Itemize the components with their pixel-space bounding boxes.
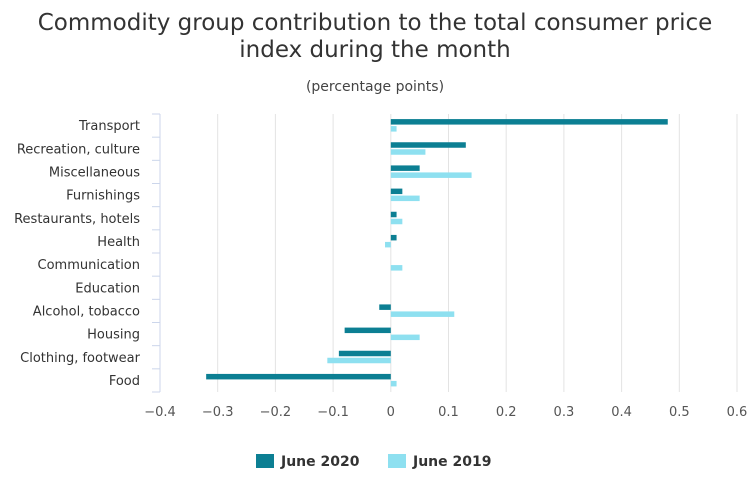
category-label: Restaurants, hotels bbox=[14, 212, 140, 227]
category-labels: Transport Recreation, culture Miscellaneou… bbox=[14, 119, 141, 389]
legend-swatch-series-1 bbox=[256, 454, 274, 468]
category-label: Health bbox=[97, 235, 140, 250]
x-tick-label: 0.3 bbox=[554, 405, 575, 420]
chart-title-line-1: Commodity group contribution to the tota… bbox=[38, 10, 713, 36]
bar-series-1 bbox=[390, 211, 397, 218]
x-tick-label: 0.6 bbox=[727, 405, 748, 420]
category-axis bbox=[152, 113, 161, 393]
category-label: Transport bbox=[78, 119, 140, 134]
bar-series-2 bbox=[390, 265, 403, 271]
bar-series-1 bbox=[206, 373, 391, 380]
bar-series-1 bbox=[338, 350, 391, 357]
bar-series-1 bbox=[390, 142, 466, 148]
category-label: Food bbox=[109, 374, 140, 389]
x-tick-labels: −0.4 −0.3 −0.2 −0.1 0 0.1 0.2 0.3 0.4 0.5 0.6 bbox=[144, 405, 747, 420]
legend: June 2020 June 2019 bbox=[256, 454, 491, 470]
bar-series-2 bbox=[390, 149, 426, 155]
chart-title-line-2: index during the month bbox=[239, 37, 510, 63]
gridlines bbox=[217, 114, 738, 392]
bar-series-2 bbox=[327, 357, 391, 364]
category-label: Education bbox=[75, 281, 140, 296]
category-label: Recreation, culture bbox=[17, 142, 140, 157]
category-label: Communication bbox=[38, 258, 140, 273]
chart-subtitle: (percentage points) bbox=[306, 79, 444, 95]
bar-series-1 bbox=[390, 234, 397, 241]
x-tick-label: 0.2 bbox=[496, 405, 517, 420]
x-tick-label: −0.3 bbox=[202, 405, 234, 420]
bar-series-2 bbox=[390, 311, 455, 317]
legend-item-series-2[interactable]: June 2019 bbox=[388, 454, 491, 470]
bars bbox=[206, 119, 668, 387]
bar-series-1 bbox=[379, 304, 391, 310]
category-label: Housing bbox=[87, 328, 140, 343]
category-label: Clothing, footwear bbox=[20, 351, 141, 366]
bar-series-2 bbox=[390, 195, 420, 202]
x-tick-label: 0.4 bbox=[611, 405, 632, 420]
x-tick-label: 0.5 bbox=[669, 405, 690, 420]
category-label: Furnishings bbox=[66, 189, 140, 204]
bar-series-2 bbox=[390, 218, 403, 225]
bar-series-1 bbox=[390, 165, 420, 171]
legend-swatch-series-2 bbox=[388, 454, 406, 468]
x-tick-label: 0.1 bbox=[438, 405, 459, 420]
category-label: Alcohol, tobacco bbox=[33, 304, 140, 319]
bar-series-1 bbox=[344, 327, 391, 334]
x-tick-label: −0.2 bbox=[260, 405, 292, 420]
bar-series-2 bbox=[390, 126, 397, 132]
legend-label-series-2: June 2019 bbox=[412, 454, 491, 470]
bar-series-2 bbox=[390, 172, 472, 178]
legend-item-series-1[interactable]: June 2020 bbox=[256, 454, 360, 470]
x-tick-label: −0.1 bbox=[317, 405, 349, 420]
bar-series-2 bbox=[390, 380, 397, 387]
category-label: Miscellaneous bbox=[49, 165, 140, 180]
bar-series-1 bbox=[390, 188, 403, 195]
x-tick-label: −0.4 bbox=[144, 405, 176, 420]
x-tick-label: 0 bbox=[387, 405, 395, 420]
bar-series-2 bbox=[385, 241, 391, 248]
bar-series-1 bbox=[390, 119, 668, 125]
bar-series-2 bbox=[390, 334, 420, 341]
legend-label-series-1: June 2020 bbox=[280, 454, 360, 470]
